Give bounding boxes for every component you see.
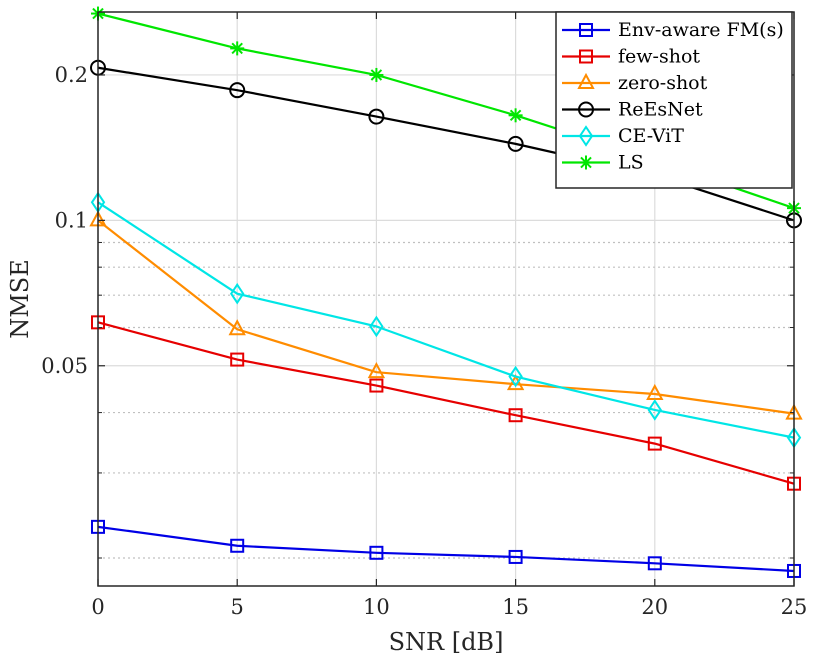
data-point-ce-vit: [647, 399, 663, 421]
series-line-few-shot: [97, 321, 795, 485]
data-point-reesnet: [507, 135, 524, 152]
y-axis-label: NMSE: [6, 259, 34, 339]
data-point-few-shot: [230, 352, 245, 367]
legend-label: LS: [618, 152, 644, 174]
data-point-env-aware-fm-s: [508, 549, 523, 564]
series-line-ce-vit: [97, 201, 795, 439]
data-point-reesnet: [229, 82, 246, 99]
data-point-ce-vit: [508, 365, 523, 388]
data-point-zero-shot: [506, 374, 525, 391]
legend-marker: [579, 49, 593, 64]
y-tick-label: 0.1: [55, 208, 88, 232]
asterisk-stroke: [509, 109, 522, 122]
data-point-env-aware-fm-s: [230, 538, 245, 553]
legend-label: Env-aware FM(s): [618, 19, 784, 41]
legend-label: few-shot: [618, 46, 700, 68]
legend-label: zero-shot: [618, 72, 708, 94]
x-tick-label: 15: [502, 595, 529, 619]
legend-item-ce-vit: CE-ViT: [562, 125, 684, 147]
legend: Env-aware FM(s) few-shot zero-shot ReEsNet C…: [555, 11, 793, 189]
series-group: [89, 6, 803, 578]
data-point-zero-shot: [367, 362, 386, 379]
data-point-few-shot: [647, 436, 662, 451]
legend-item-env-aware-fm-s: Env-aware FM(s): [562, 19, 784, 41]
legend-marker: [579, 155, 593, 170]
asterisk-stroke: [370, 69, 383, 81]
legend-item-zero-shot: zero-shot: [562, 72, 708, 94]
legend-label: ReEsNet: [618, 99, 703, 121]
legend-marker: [577, 72, 595, 89]
data-point-env-aware-fm-s: [369, 545, 384, 560]
data-point-ce-vit: [369, 315, 384, 338]
data-point-zero-shot: [228, 319, 246, 336]
data-point-ce-vit: [229, 282, 245, 305]
legend-box: [555, 11, 793, 189]
data-point-few-shot: [508, 408, 523, 423]
x-tick-label: 0: [91, 595, 104, 619]
legend-marker: [578, 125, 594, 147]
series-env-aware-fm-s: [91, 519, 801, 578]
legend-item-reesnet: ReEsNet: [562, 99, 703, 121]
x-tick-label: 25: [781, 595, 808, 619]
x-tick-label: 20: [641, 595, 668, 619]
x-axis-label: SNR [dB]: [389, 628, 504, 656]
x-tick-label: 5: [231, 595, 244, 619]
legend-item-few-shot: few-shot: [562, 46, 700, 68]
y-tick-label: 0.05: [41, 354, 88, 378]
legend-label: CE-ViT: [618, 125, 684, 147]
legend-marker: [579, 23, 593, 37]
asterisk-stroke: [231, 42, 243, 55]
series-few-shot: [91, 315, 801, 491]
legend-item-ls: LS: [562, 152, 644, 174]
x-tick-label: 10: [363, 595, 390, 619]
data-point-ls: [508, 108, 523, 123]
asterisk-stroke: [580, 156, 592, 169]
data-point-few-shot: [369, 378, 384, 393]
data-point-reesnet: [368, 108, 385, 125]
data-point-env-aware-fm-s: [647, 556, 662, 571]
series-line-env-aware-fm-s: [97, 525, 795, 573]
series-line-zero-shot: [97, 219, 795, 415]
data-point-ls: [230, 41, 245, 56]
y-tick-label: 0.2: [55, 63, 88, 87]
legend-marker: [578, 101, 594, 118]
data-point-ls: [369, 67, 384, 82]
plot-frame: [97, 11, 795, 587]
grid-lines: [97, 12, 795, 586]
data-point-zero-shot: [646, 383, 664, 401]
